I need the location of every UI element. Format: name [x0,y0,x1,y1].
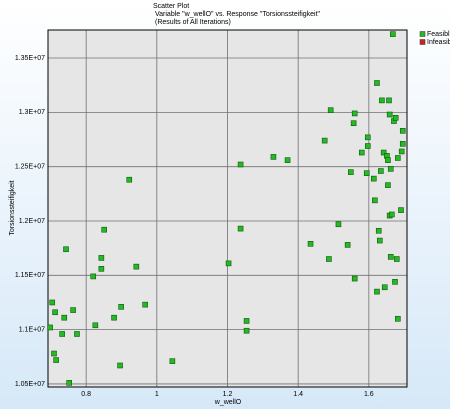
point [389,211,395,218]
point [92,322,99,329]
point [52,309,58,316]
legend-label: Feasible [427,31,450,38]
point [390,31,396,37]
point [395,315,401,322]
point [243,327,250,334]
point [111,314,117,321]
point [376,237,383,244]
point [237,225,244,232]
point [344,242,351,248]
point [375,227,382,234]
point [364,143,371,149]
point [381,284,388,291]
point [63,246,69,253]
y-tick-label: 1.1E+07 [19,326,45,333]
point [399,141,406,147]
point [169,358,176,364]
point [350,120,357,127]
point [66,380,73,386]
point [307,241,314,247]
point [374,80,380,86]
point [126,176,133,183]
chart-subtitle: (Results of All Iterations) [155,19,231,26]
point [90,273,97,280]
y-tick-label: 1.3E+07 [19,109,45,116]
point [399,128,406,134]
point [395,155,401,161]
point [327,107,334,113]
point [398,207,404,213]
point [379,97,385,104]
point [117,362,123,369]
x-tick-label: 1.2 [223,391,233,398]
point [392,279,398,285]
x-tick-label: 1.4 [293,391,303,398]
point [374,288,380,295]
point [142,301,148,308]
point [74,331,80,337]
point [335,221,342,228]
point [364,134,371,141]
chart-subtitle: Variable "w_wellO" vs. Response "Torsion… [155,11,321,18]
y-tick-label: 1.35E+07 [15,55,45,62]
y-tick-label: 1.25E+07 [15,164,45,171]
point [380,149,387,156]
point [237,161,244,168]
legend-swatch [419,39,426,45]
y-tick-label: 1.2E+07 [19,218,45,225]
point [49,299,56,306]
point [398,148,405,155]
point [351,275,358,282]
point [386,111,393,118]
point [378,168,384,174]
point [243,318,250,324]
point [326,256,332,262]
point [118,304,124,310]
point [70,307,76,313]
y-tick-label: 1.15E+07 [15,272,45,279]
point [385,182,391,188]
point [47,324,53,331]
y-tick-label: 1.05E+07 [15,381,45,388]
point [370,175,377,182]
point [372,197,378,204]
point [51,350,57,357]
point [61,314,68,321]
point [393,256,400,262]
point [348,169,354,175]
point [363,170,370,176]
point [358,149,365,156]
point [284,157,291,163]
x-tick-label: 1 [155,391,159,398]
x-tick-label: 0.8 [81,391,91,398]
y-axis-label: Torsionssteifigkeit [9,180,16,235]
chart-title: Scatter Plot [153,3,189,10]
point [98,255,105,261]
point [225,260,232,267]
point [133,263,140,270]
point [387,166,394,172]
point [321,137,328,144]
x-axis-label: w_wellO [214,399,242,406]
point [386,97,392,104]
legend-swatch [419,31,426,37]
x-tick-label: 1.6 [364,391,374,398]
point [98,265,105,272]
point [387,254,394,260]
point [385,157,391,163]
point [392,114,399,121]
point [101,226,107,233]
legend-label: Infeasible [427,39,450,46]
plot-border [47,29,408,388]
point [59,331,65,337]
point [53,357,59,363]
point [270,154,277,160]
point [351,110,358,117]
